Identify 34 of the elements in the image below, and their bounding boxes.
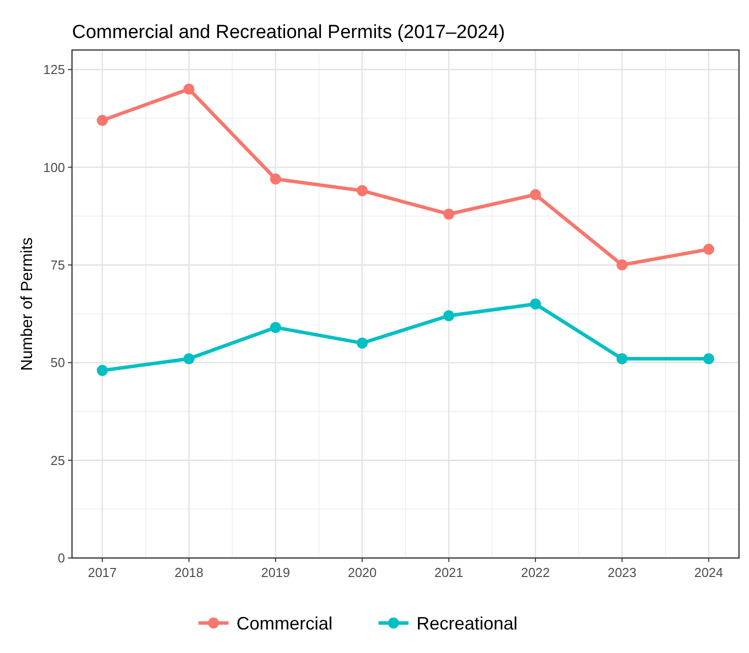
legend-label: Recreational [416, 613, 518, 634]
point [270, 173, 282, 184]
point [96, 364, 108, 376]
point [356, 185, 368, 196]
point [183, 353, 194, 364]
point [616, 353, 628, 364]
x-tick-label: 2019 [261, 565, 290, 580]
x-tick-label: 2021 [434, 565, 464, 580]
point [530, 298, 541, 310]
point [183, 84, 194, 95]
y-tick-label: 125 [43, 62, 65, 78]
point [96, 114, 108, 126]
point [616, 259, 628, 270]
x-tick-label: 2017 [88, 565, 117, 580]
point [703, 353, 714, 364]
y-tick-label: 0 [58, 550, 65, 566]
y-axis-title: Number of Permits [19, 237, 36, 371]
chart-title: Commercial and Recreational Permits (2017–2024) [72, 22, 505, 43]
x-tick-label: 2024 [694, 565, 724, 580]
y-tick-label: 100 [43, 160, 65, 175]
point [443, 208, 454, 220]
point [356, 338, 368, 349]
x-tick-label: 2018 [174, 565, 204, 580]
y-tick-label: 50 [50, 355, 65, 370]
x-tick-label: 2020 [348, 565, 377, 580]
legend-label: Commercial [236, 613, 333, 634]
point [530, 189, 541, 200]
point [270, 322, 282, 333]
x-tick-label: 2022 [520, 565, 550, 580]
point [703, 244, 714, 255]
x-tick-label: 2023 [608, 565, 637, 580]
point [443, 310, 454, 322]
y-tick-label: 75 [50, 257, 65, 272]
y-tick-label: 25 [50, 452, 65, 468]
